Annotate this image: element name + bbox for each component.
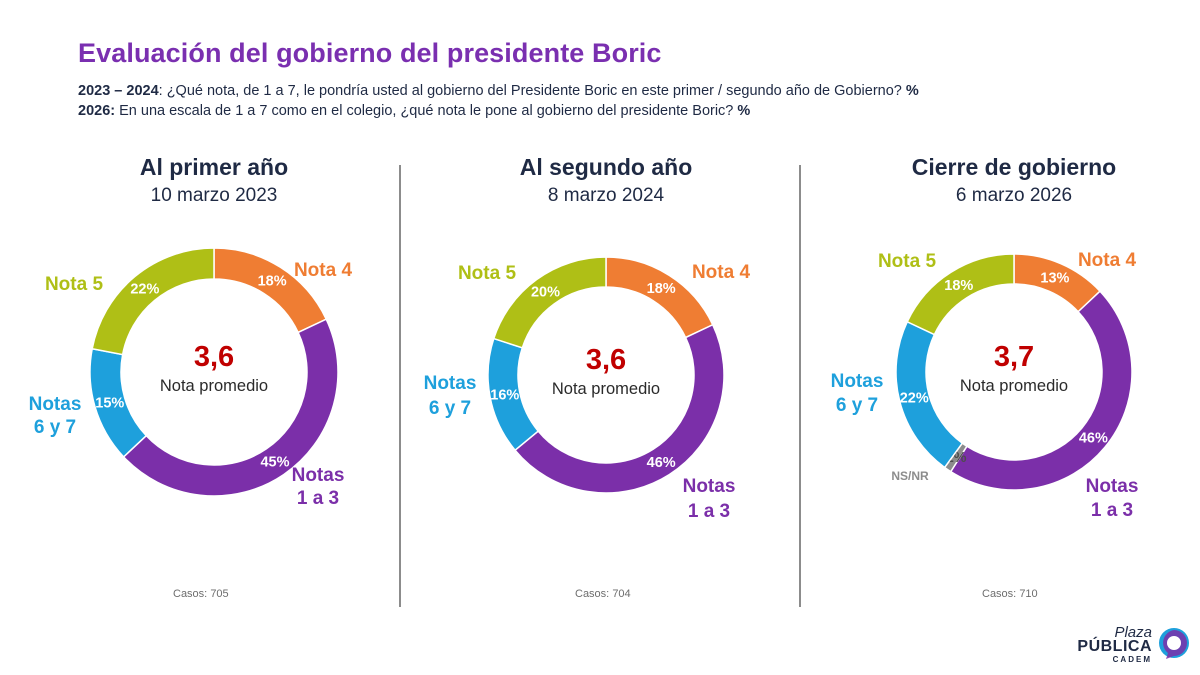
panel-divider [399,165,401,607]
average-grade-label: Nota promedio [160,377,268,395]
category-label-ns-nr: NS/NR [891,469,929,483]
donut-slice-nota-5 [91,247,215,356]
cases-count: Casos: 705 [173,588,229,600]
average-grade-label: Nota promedio [552,380,660,398]
panel-date: 6 marzo 2026 [955,185,1073,206]
donut-slice-nota-5 [906,253,1015,336]
panel-divider [799,165,801,607]
question-text: En una escala de 1 a 7 como en el colegi… [115,103,734,119]
category-label-nota-4: Nota 4 [294,260,353,281]
question-unit: % [737,103,751,119]
category-label-nota-1-3: 1 a 3 [297,488,339,509]
average-grade-value: 3,7 [994,341,1034,373]
category-label-nota-6-7: 6 y 7 [836,395,878,416]
slice-percent-label: 16% [490,387,519,403]
cases-label: Casos: [575,588,610,600]
question-2026: 2026: En una escala de 1 a 7 como en el … [78,103,750,119]
category-label-nota-1-3: Notas [1086,476,1139,497]
cases-value: 710 [1019,588,1038,600]
cases-value: 704 [612,588,631,600]
cases-label: Casos: [173,588,208,600]
donut-slice-nota-1-3 [949,290,1133,491]
category-label-nota-1-3: 1 a 3 [688,501,730,522]
slice-percent-label: 15% [95,395,124,411]
category-label-nota-1-3: Notas [292,465,345,486]
panel-header-3: Cierre de gobierno 6 marzo 2026 [844,154,1184,207]
category-label-nota-6-7: Notas [831,371,884,392]
donut-slice-nota-1-3 [122,318,339,497]
panel-title: Al primer año [139,154,289,180]
panel-date: 10 marzo 2023 [150,185,278,206]
question-years: 2023 – 2024 [78,83,159,99]
question-unit: % [905,83,919,99]
slice-percent-label: 22% [130,281,159,297]
question-2023-2024: 2023 – 2024: ¿Qué nota, de 1 a 7, le pon… [78,83,919,99]
question-years: 2026: [78,103,116,119]
category-label-nota-6-7: Notas [29,394,82,415]
category-label-nota-5: Nota 5 [878,251,937,272]
cases-count: Casos: 710 [982,588,1038,600]
slice-percent-label: 22% [900,391,929,407]
category-label-nota-5: Nota 5 [458,263,517,284]
question-text: : ¿Qué nota, de 1 a 7, le pondría usted … [158,83,902,99]
cases-value: 705 [210,588,229,600]
category-label-nota-4: Nota 4 [1078,250,1137,271]
speech-bubble-icon [1159,628,1189,659]
slice-percent-label: 18% [647,281,676,297]
slice-percent-label: 45% [260,455,289,471]
category-label-nota-6-7: 6 y 7 [429,398,471,419]
slice-percent-label: 18% [944,278,973,294]
average-grade-value: 3,6 [194,341,234,373]
slice-percent-label: 18% [258,273,287,289]
logo-line-3: CADEM [1112,655,1152,664]
panel-title: Al segundo año [519,154,693,180]
slice-percent-label: 13% [1040,270,1069,286]
category-label-nota-4: Nota 4 [692,262,751,283]
plaza-publica-logo: Plaza PÚBLICA CADEM [1072,624,1192,668]
category-label-nota-6-7: Notas [424,373,477,394]
panel-header-1: Al primer año 10 marzo 2023 [44,154,384,207]
page-title: Evaluación del gobierno del presidente B… [78,38,662,68]
slice-percent-label: 46% [1079,431,1108,447]
cases-label: Casos: [982,588,1017,600]
logo-line-2: PÚBLICA [1077,638,1152,655]
category-label-nota-5: Nota 5 [45,274,104,295]
category-label-nota-6-7: 6 y 7 [34,417,76,438]
logo-line-1: Plaza [1114,624,1152,641]
category-label-nota-1-3: 1 a 3 [1091,500,1133,521]
average-grade-label: Nota promedio [960,377,1068,395]
donut-slice-nota-1-3 [514,323,725,494]
cases-count: Casos: 704 [575,588,631,600]
slice-percent-label: 46% [647,455,676,471]
panel-date: 8 marzo 2024 [547,185,665,206]
category-label-nota-1-3: Notas [683,476,736,497]
panel-header-2: Al segundo año 8 marzo 2024 [436,154,776,207]
slice-percent-label: 20% [531,285,560,301]
panel-title: Cierre de gobierno [911,154,1117,180]
average-grade-value: 3,6 [586,344,626,376]
donut-slice-nota-5 [492,256,607,349]
